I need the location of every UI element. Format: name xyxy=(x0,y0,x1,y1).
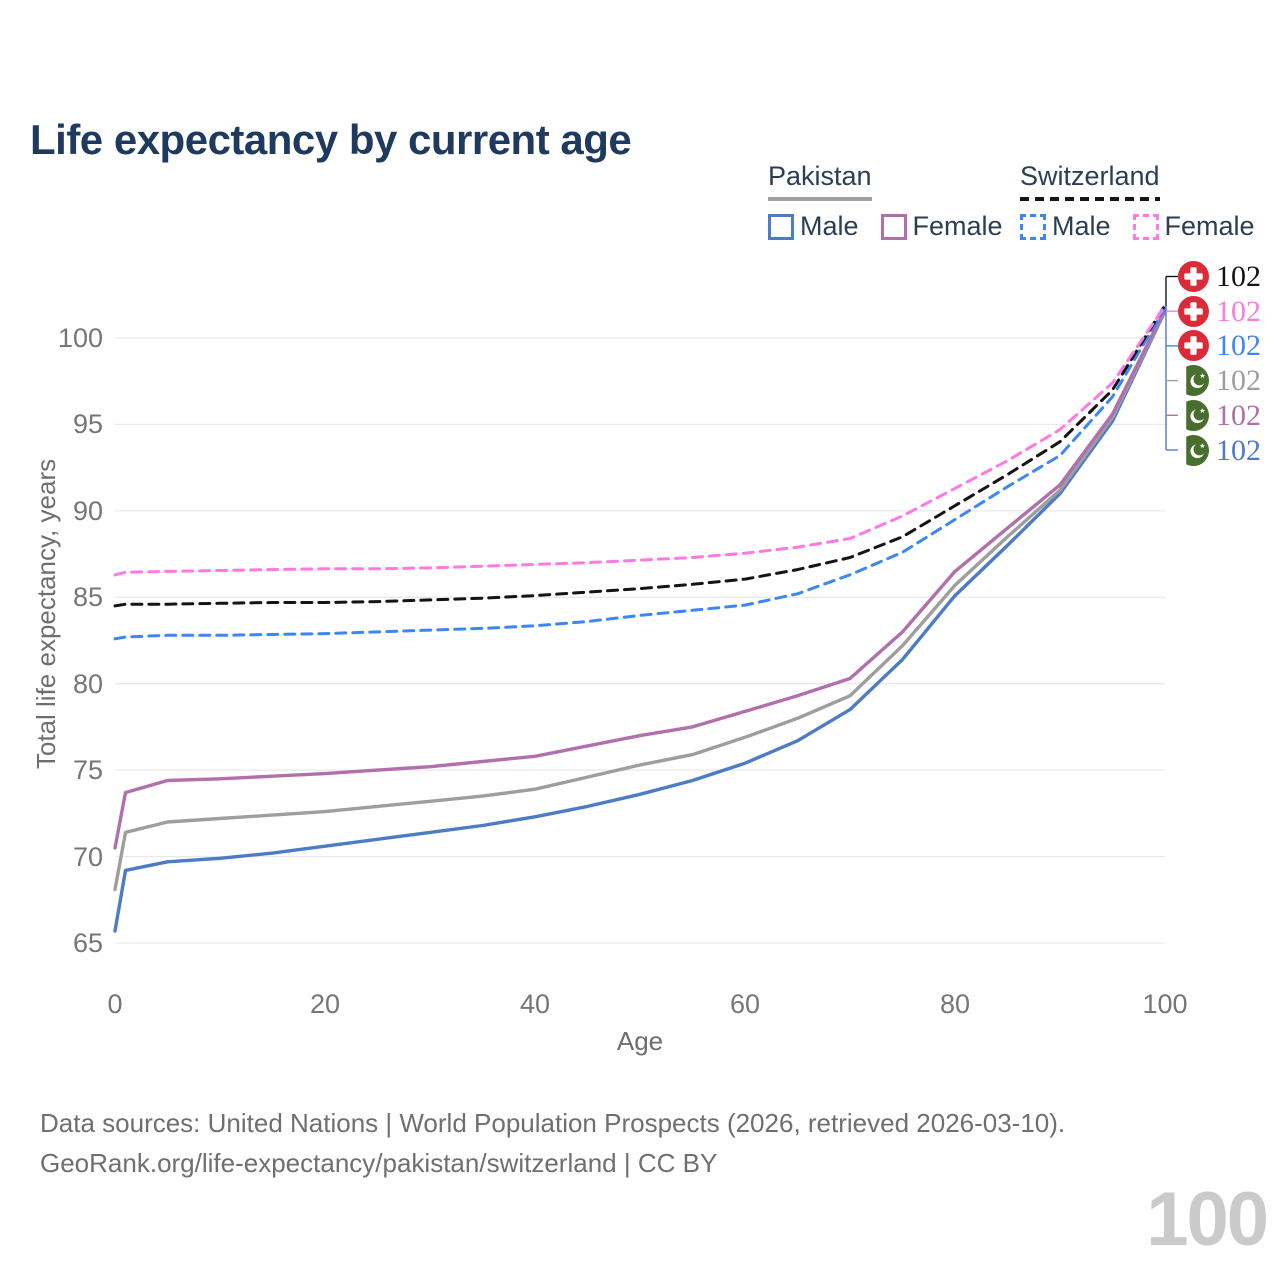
legend-item-label: Male xyxy=(800,211,859,241)
endpoint-value: 102 xyxy=(1216,364,1261,398)
series-line-switzerland-both-sexes[interactable] xyxy=(113,303,1167,608)
endpoint-badge-pakistan-5: 102 xyxy=(1178,434,1261,467)
legend-group-pakistan: Pakistan Male Female xyxy=(768,161,1003,242)
pakistan-flag-icon xyxy=(1178,400,1209,431)
switzerland-flag-icon xyxy=(1178,330,1209,361)
endpoint-value: 102 xyxy=(1216,329,1261,363)
series-line-switzerland-male[interactable] xyxy=(113,306,1167,641)
endpoint-value: 102 xyxy=(1216,260,1261,293)
x-tick-label: 0 xyxy=(107,989,123,1019)
endpoint-badge-switzerland-0: 102 xyxy=(1178,260,1261,293)
series-line-pakistan-both-sexes[interactable] xyxy=(113,308,1167,892)
switzerland-flag-icon xyxy=(1178,296,1209,327)
pakistan-flag-icon xyxy=(1178,365,1209,396)
endpoint-value: 102 xyxy=(1216,433,1261,467)
legend-group-switzerland: Switzerland Male Female xyxy=(1020,161,1255,242)
y-tick-label: 75 xyxy=(72,755,103,786)
legend-item-switzerland-male[interactable]: Male xyxy=(1020,211,1111,242)
page-title: Life expectancy by current age xyxy=(30,116,632,164)
pakistan-flag-icon xyxy=(1178,435,1209,466)
legend-item-switzerland-female[interactable]: Female xyxy=(1132,211,1255,242)
legend-item-pakistan-female[interactable]: Female xyxy=(880,211,1003,242)
x-tick-label: 40 xyxy=(519,989,551,1019)
y-tick-label: 65 xyxy=(72,928,103,958)
series-line-pakistan-male[interactable] xyxy=(113,309,1167,933)
legend-country-switzerland: Switzerland xyxy=(1020,161,1160,209)
y-tick-label: 95 xyxy=(72,409,103,440)
legend-item-label: Male xyxy=(1052,211,1111,241)
switzerland-flag-icon xyxy=(1178,261,1209,292)
endpoint-badge-pakistan-4: 102 xyxy=(1178,399,1261,432)
leader-lines xyxy=(1165,275,1178,451)
endpoint-value: 102 xyxy=(1216,398,1261,432)
y-tick-label: 100 xyxy=(57,323,103,353)
x-tick-label: 80 xyxy=(939,989,971,1019)
x-tick-label: 20 xyxy=(309,989,341,1019)
age-watermark: 100 xyxy=(1146,1177,1269,1262)
endpoint-badge-pakistan-3: 102 xyxy=(1178,364,1261,397)
y-tick-label: 70 xyxy=(72,841,103,872)
legend-country-label: Switzerland xyxy=(1020,161,1160,191)
series-line-pakistan-female[interactable] xyxy=(113,307,1167,850)
y-tick-label: 85 xyxy=(72,582,103,613)
plot-area[interactable]: 100 xyxy=(113,300,1269,1258)
legend-item-label: Female xyxy=(912,211,1003,241)
line-chart[interactable] xyxy=(113,300,1167,944)
legend-line-sample-solid xyxy=(768,197,872,201)
endpoint-badge-switzerland-2: 102 xyxy=(1178,329,1261,362)
swatch-pakistan-male[interactable] xyxy=(768,213,794,240)
x-tick-label: 100 xyxy=(1142,989,1188,1019)
data-source-note: Data sources: United Nations | World Pop… xyxy=(40,1108,1066,1138)
swatch-switzerland-female[interactable] xyxy=(1132,213,1159,240)
x-axis-title: Age xyxy=(616,1026,664,1056)
y-tick-label: 90 xyxy=(72,495,103,526)
endpoint-value: 102 xyxy=(1216,294,1261,328)
swatch-switzerland-male[interactable] xyxy=(1020,213,1046,240)
endpoint-badge-switzerland-1: 102 xyxy=(1178,295,1261,328)
legend-line-sample-dashed xyxy=(1020,197,1160,201)
y-tick-label: 80 xyxy=(72,668,103,699)
legend-country-label: Pakistan xyxy=(768,161,872,191)
swatch-pakistan-female[interactable] xyxy=(880,213,907,240)
legend-item-label: Female xyxy=(1164,211,1255,241)
legend-item-pakistan-male[interactable]: Male xyxy=(768,211,859,242)
attribution-note: GeoRank.org/life-expectancy/pakistan/swi… xyxy=(40,1148,718,1178)
legend-country-pakistan: Pakistan xyxy=(768,161,872,209)
series-line-switzerland-female[interactable] xyxy=(113,304,1167,577)
x-tick-label: 60 xyxy=(729,989,761,1019)
